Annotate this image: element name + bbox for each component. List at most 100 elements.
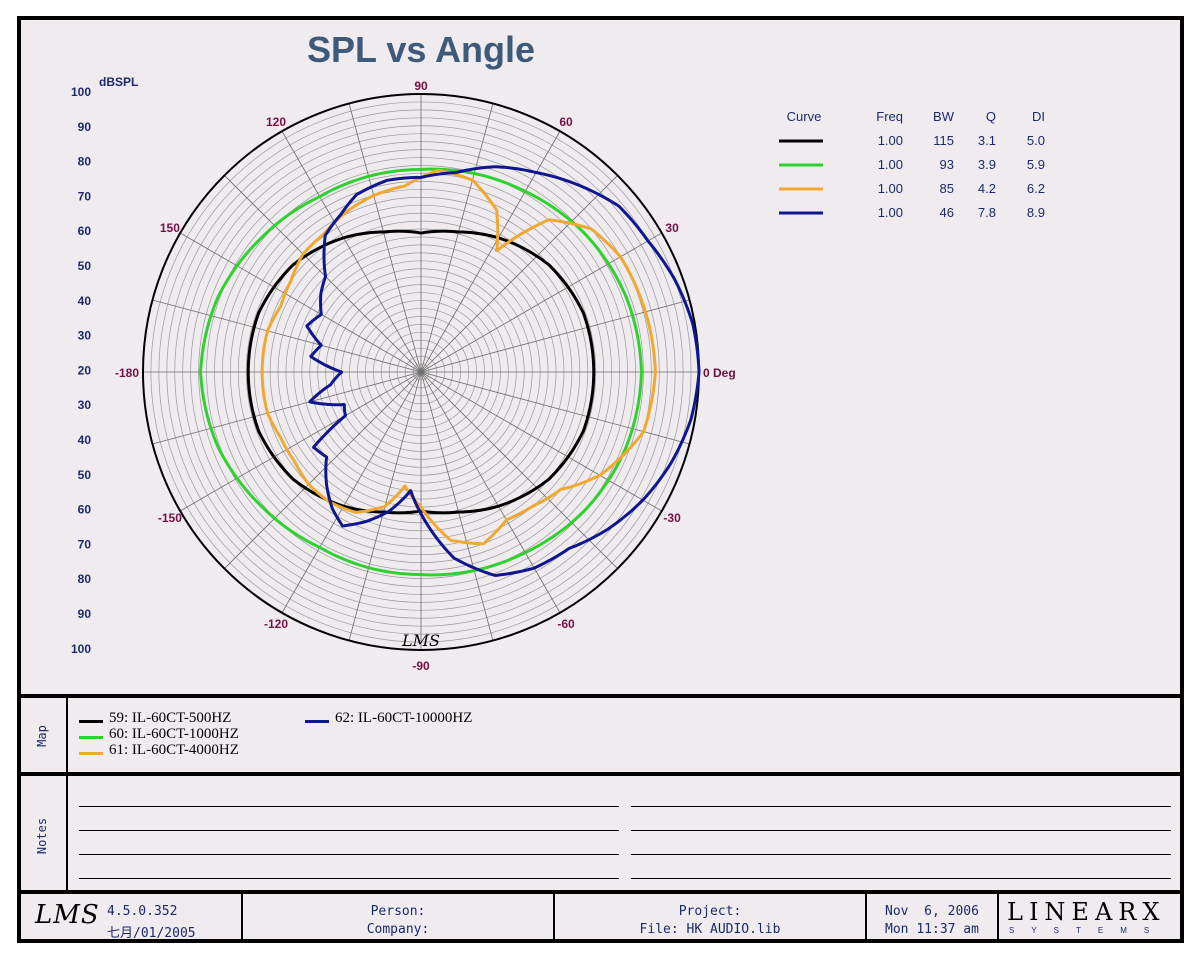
legend-swatch-59 (79, 720, 103, 723)
angle-label: -150 (158, 511, 182, 525)
angle-label: 30 (665, 221, 679, 235)
table-cell: 1.00 (878, 133, 903, 148)
grid-spoke (281, 131, 422, 373)
table-cell: 5.0 (1027, 133, 1045, 148)
version-date: 七月/01/2005 (107, 926, 196, 941)
radial-tick-label: 90 (78, 120, 92, 134)
angle-label: 150 (160, 221, 180, 235)
legend-item-61: 61: IL-60CT-4000HZ (109, 742, 239, 758)
grid-spoke (420, 103, 494, 373)
lms-logo: LMS (35, 900, 100, 930)
grid-spoke (420, 232, 662, 373)
table-cell: 3.9 (978, 157, 996, 172)
stats-table: Curve Freq BW Q DI 1.00 115 3.1 5.0 1.00 93 3.9 5.9 1… (779, 109, 1045, 220)
table-cell: 85 (940, 181, 954, 196)
angle-label: -60 (557, 617, 575, 631)
polar-chart: SPL vs Angle 0 Deg 30 60 90 120 150 -180 -150 -12… (71, 29, 1045, 673)
grid-spoke (420, 371, 662, 512)
version-text: 4.5.0.352 (107, 904, 178, 919)
legend-item-60: 60: IL-60CT-1000HZ (109, 726, 239, 742)
report-time: Mon 11:37 am (885, 922, 979, 937)
map-label-divider (66, 698, 68, 772)
note-line (79, 806, 619, 807)
company-label: Company: (366, 922, 430, 937)
footer-divider (997, 894, 999, 943)
grid-spoke (224, 371, 422, 569)
angle-label: 60 (559, 115, 573, 129)
angle-label: -180 (115, 366, 139, 380)
report-frame: SPL vs Angle 0 Deg 30 60 90 120 150 -180 -150 -12… (17, 16, 1184, 943)
plot-watermark: LMS (401, 631, 440, 650)
note-line (631, 830, 1171, 831)
table-header: DI (1032, 109, 1045, 124)
table-cell: 1.00 (878, 205, 903, 220)
report-date: Nov 6, 2006 (885, 904, 979, 919)
table-cell: 4.2 (978, 181, 996, 196)
legend-swatch-61 (79, 752, 103, 755)
radial-tick-label: 60 (78, 224, 92, 238)
radial-tick-label: 90 (78, 607, 92, 621)
footer-divider (865, 894, 867, 943)
map-section-label: Map (35, 725, 49, 747)
footer-divider (553, 894, 555, 943)
grid-spoke (348, 103, 422, 373)
grid-spoke (420, 371, 618, 569)
linearx-logo-sub: SYSTEMS (1009, 926, 1167, 935)
angle-label: -90 (412, 659, 430, 673)
radial-tick-label: 80 (78, 572, 92, 586)
note-line (79, 854, 619, 855)
radial-tick-label: 80 (78, 155, 92, 169)
radial-tick-label: 70 (78, 189, 92, 203)
divider-notes-footer (21, 890, 1180, 894)
notes-section-label: Notes (35, 817, 49, 855)
series-2-line (199, 167, 643, 577)
table-header: Curve (787, 109, 822, 124)
table-cell: 3.1 (978, 133, 996, 148)
radial-tick-label: 100 (71, 642, 91, 656)
radial-tick-label: 30 (78, 329, 92, 343)
table-cell: 5.9 (1027, 157, 1045, 172)
table-header: Freq (876, 109, 903, 124)
table-cell: 6.2 (1027, 181, 1045, 196)
angle-label: 120 (266, 115, 286, 129)
radial-tick-label: 50 (78, 468, 92, 482)
divider-plot-map (21, 694, 1180, 698)
angle-label: 0 Deg (703, 366, 736, 380)
grid-spoke (152, 371, 422, 445)
radial-unit-label: dBSPL (99, 75, 138, 89)
table-cell: 115 (933, 133, 954, 148)
radial-tick-label: 40 (78, 433, 92, 447)
table-cell: 1.00 (878, 157, 903, 172)
footer-divider (241, 894, 243, 943)
table-cell: 8.9 (1027, 205, 1045, 220)
legend-item-62: 62: IL-60CT-10000HZ (335, 710, 473, 726)
linearx-logo: LINEARX (1007, 898, 1166, 926)
series-4-line (305, 165, 701, 577)
table-header: Q (986, 109, 996, 124)
series-3-line (260, 168, 657, 546)
note-line (631, 806, 1171, 807)
project-label: Project: (678, 904, 742, 919)
grid-spoke (180, 232, 422, 373)
grid-spoke (420, 371, 561, 613)
grid-spoke (152, 299, 422, 373)
grid-spoke (224, 175, 422, 373)
table-header: BW (933, 109, 955, 124)
grid-spoke (281, 371, 422, 613)
radial-tick-label: 60 (78, 503, 92, 517)
grid-spoke (420, 175, 618, 373)
table-cell: 7.8 (978, 205, 996, 220)
plot-area: SPL vs Angle 0 Deg 30 60 90 120 150 -180 -150 -12… (21, 20, 1180, 696)
note-line (631, 854, 1171, 855)
radial-tick-label: 40 (78, 294, 92, 308)
radial-tick-label: 20 (78, 363, 92, 377)
grid-spoke (420, 371, 494, 641)
table-cell: 93 (940, 157, 954, 172)
file-label: File: HK AUDIO.lib (639, 922, 781, 937)
polar-grid (142, 93, 700, 651)
grid-spoke (180, 371, 422, 512)
legend-item-59: 59: IL-60CT-500HZ (109, 710, 232, 726)
radial-tick-label: 30 (78, 398, 92, 412)
table-cell: 46 (940, 205, 954, 220)
angle-label: -120 (264, 617, 288, 631)
